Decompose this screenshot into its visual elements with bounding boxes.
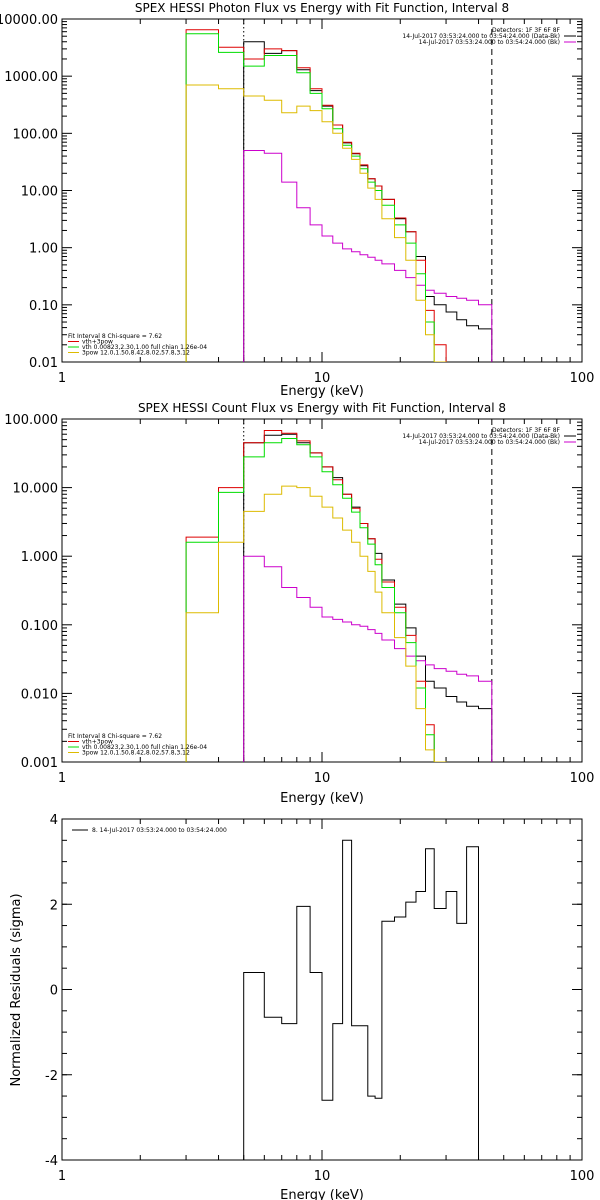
y-tick-label: 0.01	[29, 356, 58, 371]
y-tick-label: 0	[50, 984, 58, 999]
y-tick-label: 0.100	[21, 619, 58, 634]
photon-flux-x-label: Energy (keV)	[280, 384, 364, 399]
series-line	[185, 430, 447, 762]
series-line	[243, 150, 493, 362]
series-line	[185, 29, 447, 362]
legend-top-entry: 14-Jul-2017 03:53:24.000 to 03:54:24.000…	[402, 433, 560, 440]
count-flux-panel: SPEX HESSI Count Flux vs Energy with Fit…	[4, 401, 594, 806]
y-tick-label: 1000.00	[4, 70, 58, 85]
x-tick-label: 10	[314, 371, 331, 386]
legend-top-entry: 14-Jul-2017 03:53:24.000 to 03:54:24.000…	[419, 439, 560, 446]
plot-area	[243, 839, 479, 1160]
y-tick-label: 2	[50, 898, 58, 913]
y-tick-label: 1.00	[29, 242, 58, 257]
series-line	[243, 41, 493, 362]
legend-bottom-entry: vth+3pow	[82, 339, 113, 346]
y-tick-label: 4	[50, 813, 58, 828]
y-tick-label: 10.000	[13, 482, 59, 497]
legend-bottom-entry: Fit Interval 8 Chi-square = 7.62	[68, 333, 162, 340]
series-line	[243, 433, 493, 762]
x-tick-label: 100	[570, 371, 595, 386]
y-tick-label: -4	[45, 1154, 58, 1169]
y-tick-label: 10.00	[21, 185, 58, 200]
legend-top-entry: Detectors: 1F 3F 6F 8F	[492, 27, 561, 34]
y-tick-label: 0.10	[29, 299, 58, 314]
series-line	[185, 485, 447, 762]
x-tick-label: 100	[570, 771, 595, 786]
legend-top-entry: 14-Jul-2017 03:53:24.000 to 03:54:24.000…	[419, 39, 560, 46]
legend-top-entry: 14-Jul-2017 03:53:24.000 to 03:54:24.000…	[402, 33, 560, 40]
count-flux-title: SPEX HESSI Count Flux vs Energy with Fit…	[138, 401, 506, 415]
y-tick-label: 10000.00	[0, 13, 58, 28]
y-tick-label: 0.001	[21, 756, 58, 771]
legend-bottom-entry: vth 0.00823,2.30,1.00 full chian 1.26e-0…	[82, 344, 207, 351]
residuals-panel: Energy (keV) Normalized Residuals (sigma…	[9, 813, 594, 1200]
y-tick-label: -2	[45, 1069, 58, 1084]
series-line	[243, 555, 493, 762]
residuals-x-label: Energy (keV)	[280, 1188, 364, 1200]
x-tick-label: 10	[314, 1169, 331, 1184]
photon-flux-title: SPEX HESSI Photon Flux vs Energy with Fi…	[135, 1, 509, 15]
plot-frame	[61, 18, 583, 363]
legend-top-entry: Detectors: 1F 3F 6F 8F	[492, 427, 561, 434]
plot-area	[185, 19, 493, 362]
legend-bottom-entry: 3pow 12.0,1.50,8.42,8.02,57.8,3.12	[82, 750, 190, 757]
x-tick-label: 100	[570, 1169, 595, 1184]
legend-bottom-entry: 3pow 12.0,1.50,8.42,8.02,57.8,3.12	[82, 350, 190, 357]
legend-top-entry: 8. 14-Jul-2017 03:53:24.000 to 03:54:24.…	[92, 827, 227, 834]
series-line	[243, 839, 479, 1160]
count-flux-x-label: Energy (keV)	[280, 791, 364, 806]
legend-bottom-entry: Fit Interval 8 Chi-square = 7.62	[68, 733, 162, 740]
series-line	[185, 33, 447, 362]
y-tick-label: 1.000	[21, 550, 58, 565]
x-tick-label: 1	[58, 371, 66, 386]
plot-area	[185, 419, 493, 762]
x-tick-label: 1	[58, 771, 66, 786]
y-tick-label: 100.00	[13, 127, 59, 142]
legend-bottom-entry: vth+3pow	[82, 739, 113, 746]
series-line	[185, 84, 447, 362]
x-tick-label: 10	[314, 771, 331, 786]
y-tick-label: 0.010	[21, 687, 58, 702]
legend-bottom-entry: vth 0.00823,2.30,1.00 full chian 1.26e-0…	[82, 744, 207, 751]
y-tick-label: 100.000	[4, 413, 58, 428]
residuals-y-label: Normalized Residuals (sigma)	[9, 893, 24, 1086]
series-line	[185, 438, 447, 762]
photon-flux-panel: SPEX HESSI Photon Flux vs Energy with Fi…	[0, 1, 594, 399]
x-tick-label: 1	[58, 1169, 66, 1184]
